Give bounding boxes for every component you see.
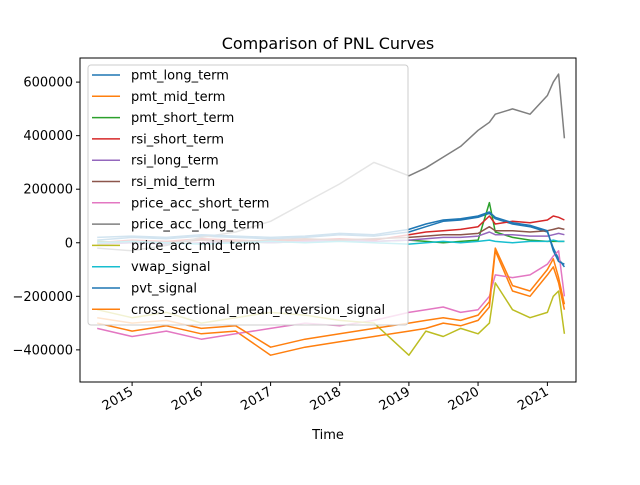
legend-label: price_acc_long_term: [131, 218, 264, 233]
y-tick-label: −200000: [12, 290, 73, 305]
legend: pmt_long_term pmt_mid_term pmt_short_termr…: [87, 64, 409, 326]
x-axis-label: Time: [311, 428, 344, 443]
legend-label: price_acc_mid_term: [131, 239, 261, 254]
y-tick-label: 600000: [23, 76, 73, 91]
legend-label: pmt_long_term: [131, 69, 229, 84]
legend-label: pmt_short_term: [131, 111, 234, 126]
y-tick-label: 200000: [23, 183, 73, 198]
chart-title: Comparison of PNL Curves: [222, 34, 435, 53]
legend-label: vwap_signal: [131, 260, 211, 275]
legend-label: rsi_long_term: [131, 154, 219, 169]
y-tick-label: 0: [65, 236, 73, 251]
legend-label: rsi_short_term: [131, 132, 224, 147]
legend-box: [87, 64, 409, 326]
series-line-price-acc-short-term: [97, 250, 566, 340]
legend-label: price_acc_short_term: [131, 196, 269, 211]
axes-frame: [79, 57, 577, 383]
y-tick-label: −400000: [12, 343, 73, 358]
legend-label: rsi_mid_term: [131, 175, 215, 190]
y-tick-label: 400000: [23, 129, 73, 144]
series-line-pmt-mid-term: [97, 250, 566, 356]
legend-label: cross_sectional_mean_reversion_signal: [131, 303, 385, 318]
series-line-cross-sectional-mean-reversion-signal: [97, 247, 566, 348]
legend-label: pvt_signal: [131, 282, 197, 297]
legend-label: pmt_mid_term: [131, 90, 225, 105]
y-axis: −400000 −200000 0 200000 400000 600000: [12, 76, 80, 358]
